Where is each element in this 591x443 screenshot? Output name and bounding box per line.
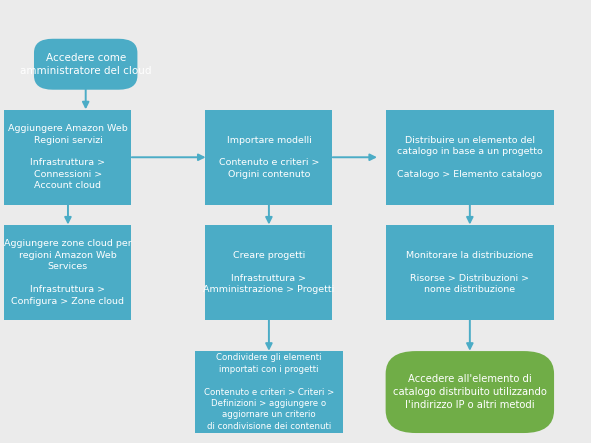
Text: Condividere gli elementi
importati con i progetti

Contenuto e criteri > Criteri: Condividere gli elementi importati con i…: [204, 353, 334, 431]
Text: Aggiungere Amazon Web
Regioni servizi

Infrastruttura >
Connessioni >
Account cl: Aggiungere Amazon Web Regioni servizi In…: [8, 124, 128, 190]
Text: Importare modelli

Contenuto e criteri >
Origini contenuto: Importare modelli Contenuto e criteri > …: [219, 136, 319, 179]
Text: Accedere all'elemento di
catalogo distribuito utilizzando
l'indirizzo IP o altri: Accedere all'elemento di catalogo distri…: [393, 374, 547, 410]
FancyBboxPatch shape: [5, 225, 131, 320]
FancyBboxPatch shape: [386, 225, 554, 320]
FancyBboxPatch shape: [5, 110, 131, 205]
Text: Accedere come
amministratore del cloud: Accedere come amministratore del cloud: [20, 53, 151, 76]
Text: Monitorare la distribuzione

Risorse > Distribuzioni >
nome distribuzione: Monitorare la distribuzione Risorse > Di…: [406, 251, 534, 294]
Text: Aggiungere zone cloud per
regioni Amazon Web
Services

Infrastruttura >
Configur: Aggiungere zone cloud per regioni Amazon…: [4, 239, 132, 306]
FancyBboxPatch shape: [34, 39, 137, 89]
FancyBboxPatch shape: [386, 351, 554, 433]
Text: Creare progetti

Infrastruttura >
Amministrazione > Progetti: Creare progetti Infrastruttura > Amminis…: [203, 251, 335, 294]
FancyBboxPatch shape: [386, 110, 554, 205]
FancyBboxPatch shape: [206, 110, 332, 205]
FancyBboxPatch shape: [195, 351, 343, 433]
Text: Distribuire un elemento del
catalogo in base a un progetto

Catalogo > Elemento : Distribuire un elemento del catalogo in …: [397, 136, 543, 179]
FancyBboxPatch shape: [206, 225, 332, 320]
